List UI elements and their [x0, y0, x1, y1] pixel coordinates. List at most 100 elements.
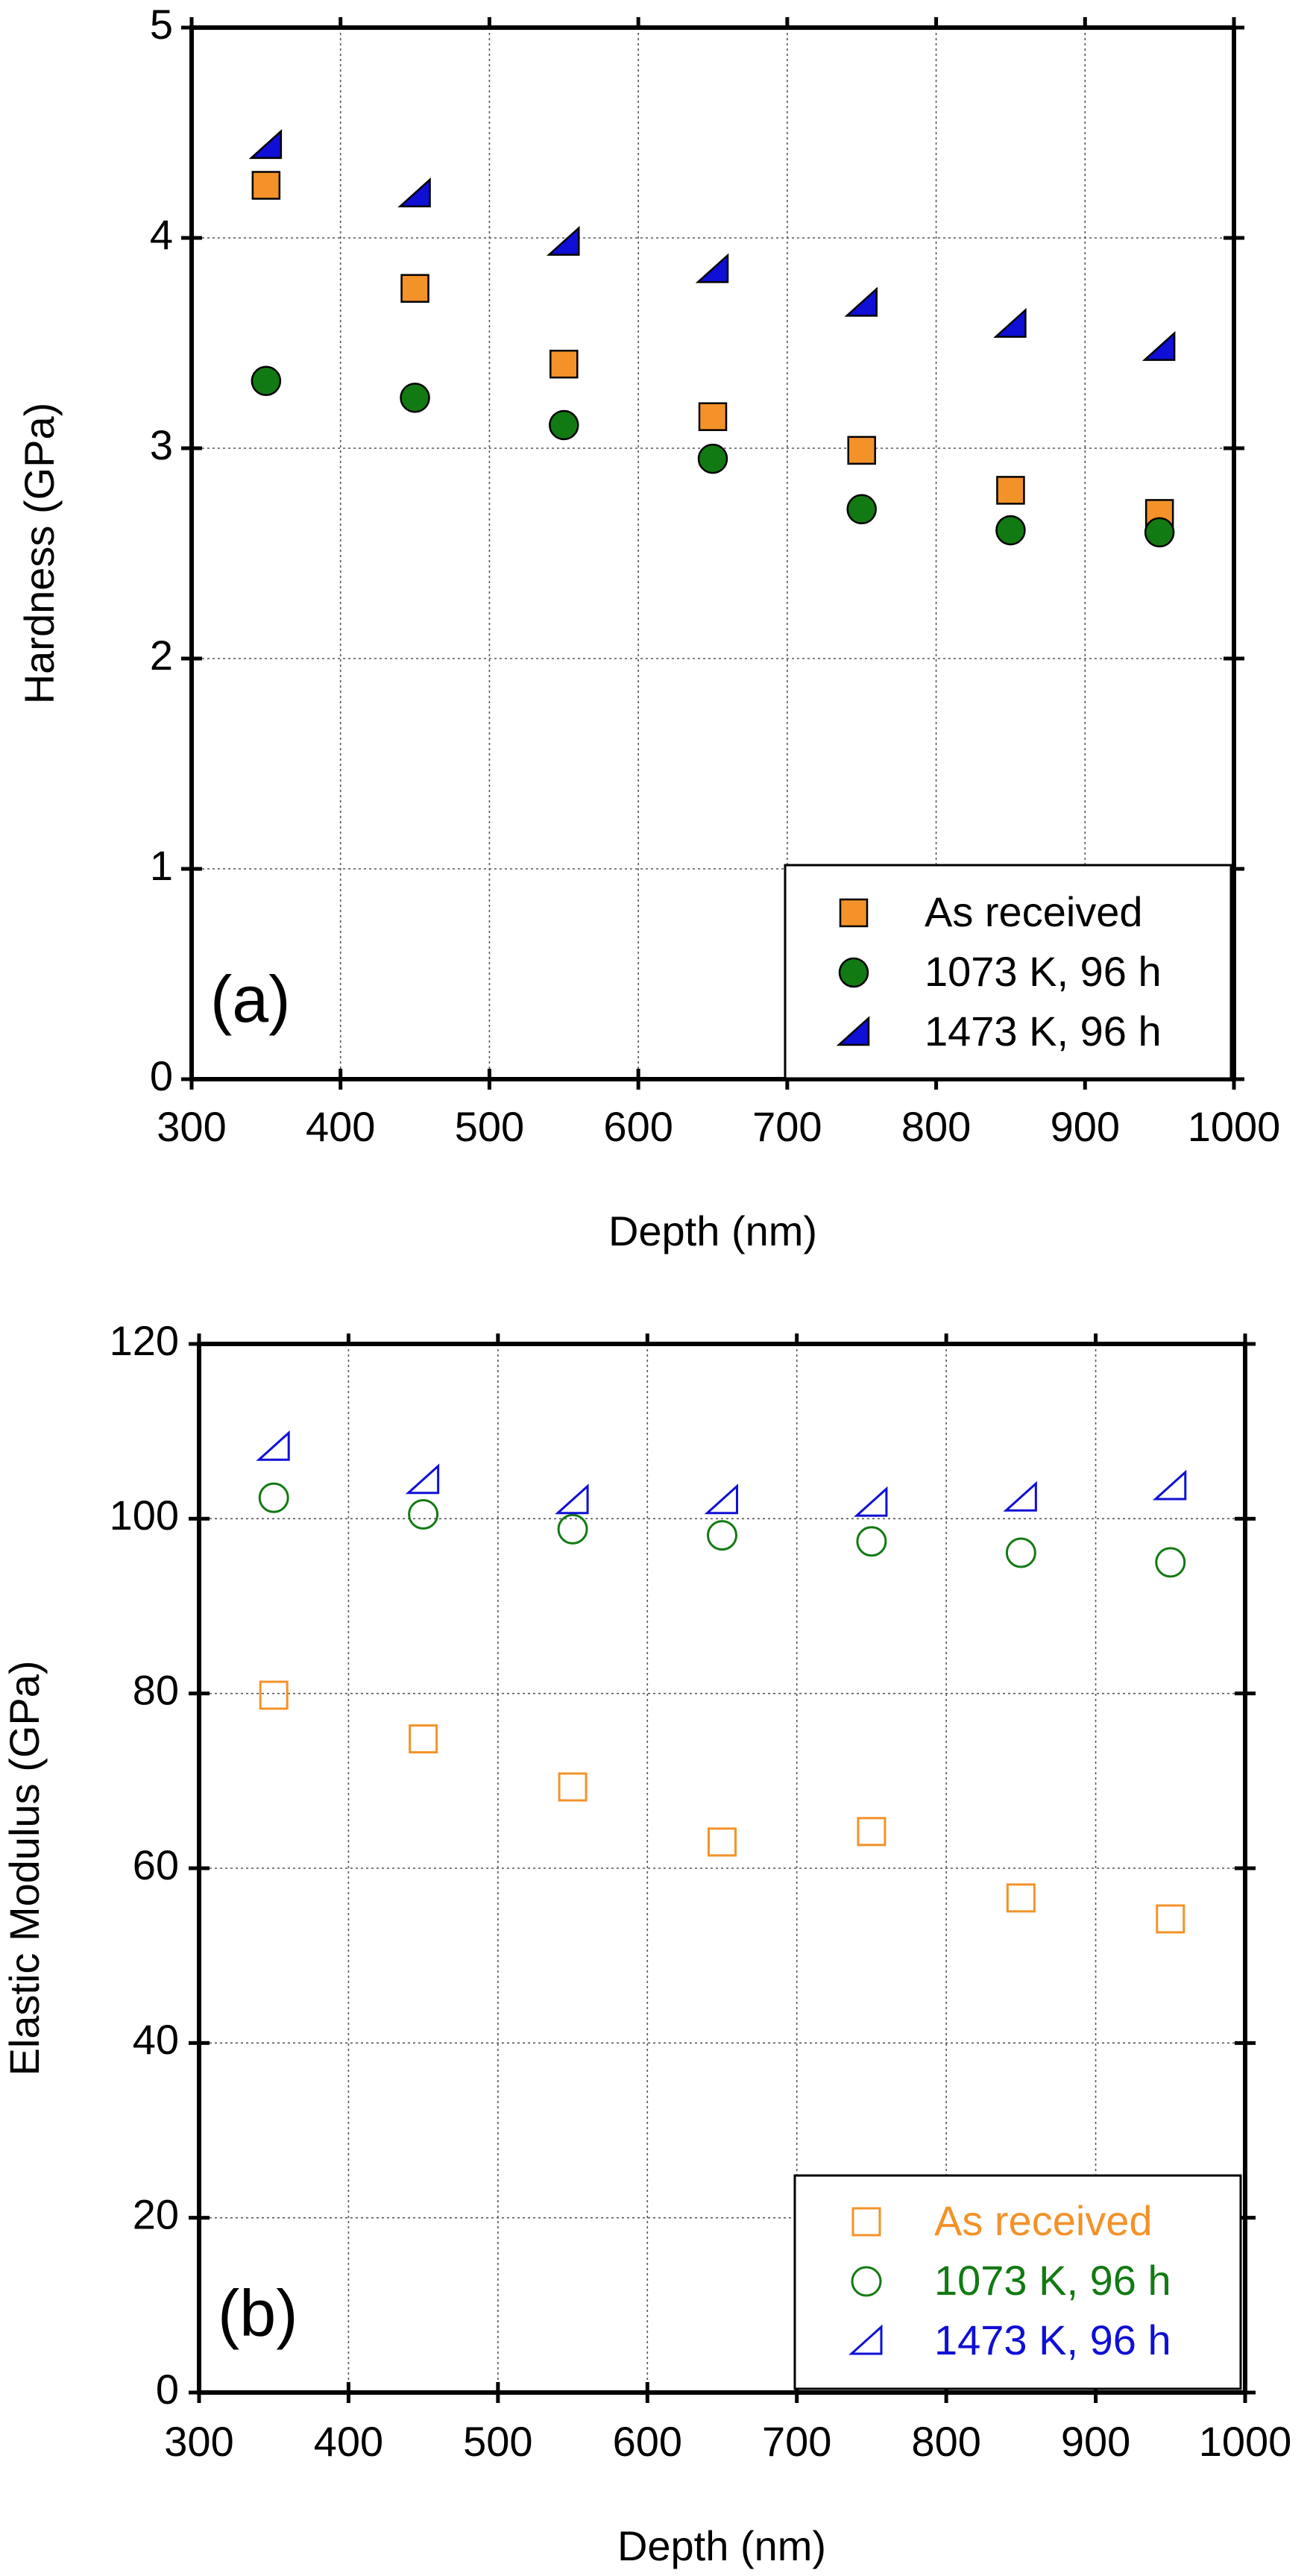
panel-a-point-as-received — [251, 171, 281, 200]
panel-b-ytick-label: 0 — [156, 2366, 179, 2413]
panel-b-xtick-label: 500 — [463, 2418, 532, 2465]
panel-a-legend-icons — [836, 898, 870, 1046]
panel-a-point-1073k — [549, 409, 579, 441]
panel-b-point-1073k — [258, 1482, 289, 1513]
panel-a-ytick-label: 5 — [150, 1, 173, 48]
panel-a-point-as-received — [996, 476, 1025, 505]
panel-b-x-axis-title: Depth (nm) — [617, 2522, 826, 2569]
panel-a-point-1473k — [695, 253, 729, 283]
panel-a-y-axis-title: Hardness (GPa) — [16, 403, 63, 705]
panel-a-ytick-label: 1 — [150, 842, 173, 889]
panel-a-point-1073k — [697, 443, 728, 474]
panel-b-point-1073k — [856, 1526, 887, 1557]
panel-b-xtick-label: 700 — [762, 2418, 831, 2465]
panel-b-legend-label-1073k: 1073 K, 96 h — [934, 2257, 1171, 2304]
panel-a-xtick-label: 700 — [752, 1103, 822, 1150]
panel-b-legend: As received 1073 K, 96 h 1473 K, 96 h — [793, 2174, 1242, 2390]
panel-a-point-1473k — [547, 225, 580, 256]
panel-a-point-1473k — [1141, 330, 1176, 361]
panel-b-point-as-received — [259, 1680, 289, 1710]
panel-b-plot-frame — [197, 1342, 1247, 2395]
panel-b-point-1073k — [1155, 1547, 1186, 1578]
panel-b-xtick-label: 600 — [613, 2418, 682, 2465]
panel-a-ytick-label: 3 — [150, 421, 173, 468]
panel-a-xtick-label: 500 — [455, 1103, 524, 1150]
panel-a-x-axis-title: Depth (nm) — [608, 1207, 817, 1254]
panel-b-xtick-label: 400 — [314, 2418, 383, 2465]
panel-a-legend: As received 1073 K, 96 h 1473 K, 96 h — [784, 864, 1232, 1080]
panel-a-legend-label-1473k: 1473 K, 96 h — [925, 1008, 1162, 1055]
panel-b-point-1473k — [256, 1430, 290, 1461]
panel-a-plot-frame — [189, 25, 1236, 1081]
panel-a-xtick-label: 400 — [306, 1103, 375, 1150]
panel-b-y-axis-title: Elastic Modulus (GPa) — [1, 1660, 48, 2076]
panel-a-point-1073k — [400, 383, 430, 413]
panel-a-point-as-received — [847, 436, 876, 465]
panel-b-legend-marker-1473k — [848, 2324, 883, 2355]
panel-b-point-as-received — [857, 1817, 887, 1847]
panel-b-legend-marker-1073k — [851, 2266, 882, 2297]
panel-b-point-as-received — [1006, 1883, 1036, 1913]
panel-b-label: (b) — [218, 2276, 298, 2350]
panel-a-ytick-labels: 0 1 2 3 4 5 — [150, 1, 173, 1099]
panel-a-point-1473k — [844, 286, 878, 317]
panel-a-point-as-received — [698, 402, 728, 431]
panel-b-point-as-received — [558, 1772, 588, 1802]
panel-b-point-1473k — [704, 1483, 738, 1515]
panel-b-point-as-received — [708, 1827, 737, 1857]
panel-a-point-as-received — [400, 274, 429, 303]
panel-a-xtick-label: 300 — [157, 1103, 226, 1150]
panel-b-point-1073k — [1005, 1537, 1036, 1568]
panel-b-ytick-label: 20 — [133, 2190, 179, 2237]
panel-a-xtick-label: 900 — [1051, 1103, 1120, 1150]
panel-a-xtick-label: 1000 — [1188, 1103, 1281, 1150]
panel-a-point-1073k — [251, 365, 282, 397]
panel-b-legend-icons — [848, 2207, 883, 2355]
panel-b-ytick-label: 80 — [133, 1666, 179, 1713]
panel-b-point-1473k — [555, 1483, 589, 1515]
panel-b-point-1073k — [557, 1513, 588, 1545]
panel-b-point-1073k — [408, 1498, 439, 1530]
panel-b-legend-label-as-received: As received — [934, 2197, 1153, 2244]
panel-b-legend-label-1473k: 1473 K, 96 h — [934, 2316, 1171, 2363]
panel-b-point-1473k — [1152, 1469, 1187, 1501]
panel-b-point-1073k — [707, 1520, 737, 1551]
panel-a-xtick-label: 600 — [603, 1103, 673, 1150]
panel-a-point-1473k — [993, 307, 1027, 338]
panel-a-xtick-label: 800 — [901, 1103, 971, 1150]
panel-a-point-1073k — [846, 494, 877, 525]
panel-a: 0 1 2 3 4 5 300 400 500 600 700 800 900 … — [16, 1, 1280, 1254]
panel-b-xtick-label: 300 — [164, 2418, 233, 2465]
panel-b-point-1473k — [1003, 1480, 1037, 1512]
panel-b-legend-marker-as-received — [851, 2207, 881, 2237]
panel-b-xtick-label: 900 — [1061, 2418, 1130, 2465]
panel-a-legend-marker-1473k — [836, 1016, 870, 1046]
panel-b-point-as-received — [409, 1724, 438, 1754]
panel-b-xtick-label: 1000 — [1199, 2418, 1292, 2465]
panel-a-data-markers — [248, 129, 1176, 548]
panel-a-xtick-labels: 300 400 500 600 700 800 900 1000 — [157, 1103, 1280, 1150]
panel-b-data-markers — [256, 1430, 1187, 1934]
panel-a-ytick-label: 2 — [150, 632, 173, 679]
panel-a-legend-label-1073k: 1073 K, 96 h — [925, 948, 1162, 995]
panel-a-point-1473k — [397, 177, 431, 208]
panel-b-ytick-label: 100 — [110, 1492, 179, 1539]
panel-b-ytick-label: 60 — [133, 1841, 179, 1888]
panel-a-point-1473k — [248, 129, 283, 160]
panel-b-ytick-labels: 0 20 40 60 80 100 120 — [110, 1317, 179, 2413]
panel-b-ytick-label: 120 — [110, 1317, 179, 1364]
panel-b-point-as-received — [1156, 1904, 1185, 1934]
panel-b-point-1473k — [405, 1463, 440, 1495]
panel-a-point-as-received — [549, 349, 579, 379]
panel-a-legend-label-as-received: As received — [925, 888, 1143, 935]
panel-a-ytick-label: 4 — [150, 211, 173, 258]
panel-b-xtick-labels: 300 400 500 600 700 800 900 1000 — [164, 2418, 1291, 2465]
panel-a-point-1073k — [995, 515, 1026, 546]
panel-a-legend-marker-1073k — [838, 957, 869, 988]
panel-a-ytick-label: 0 — [150, 1052, 173, 1099]
panel-a-label: (a) — [210, 962, 291, 1036]
panel-b-point-1473k — [854, 1486, 888, 1517]
panel-a-legend-marker-as-received — [839, 898, 869, 928]
panel-b-ytick-label: 40 — [133, 2016, 179, 2063]
